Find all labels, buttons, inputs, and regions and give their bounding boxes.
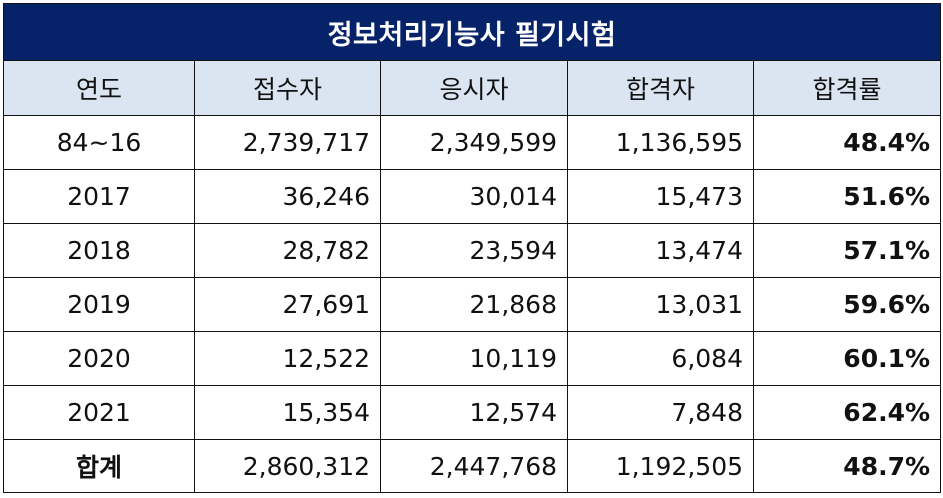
table-row: 2021 15,354 12,574 7,848 62.4% xyxy=(3,385,942,440)
table-row: 2019 27,691 21,868 13,031 59.6% xyxy=(3,277,942,332)
cell-examinees: 10,119 xyxy=(380,331,568,386)
cell-year: 2017 xyxy=(3,169,195,224)
cell-pass-rate: 51.6% xyxy=(752,169,942,224)
cell-applicants: 15,354 xyxy=(194,385,381,440)
table-row: 2018 28,782 23,594 13,474 57.1% xyxy=(3,223,942,278)
header-year: 연도 xyxy=(3,60,195,116)
total-passers: 1,192,505 xyxy=(567,439,754,493)
table-row: 84~16 2,739,717 2,349,599 1,136,595 48.4… xyxy=(3,115,942,170)
table-total-row: 합계 2,860,312 2,447,768 1,192,505 48.7% xyxy=(3,439,942,493)
cell-applicants: 36,246 xyxy=(194,169,381,224)
exam-stats-table-container: 정보처리기능사 필기시험 연도 접수자 응시자 합격자 합격률 84~16 2,… xyxy=(2,3,942,493)
cell-applicants: 27,691 xyxy=(194,277,381,332)
cell-passers: 7,848 xyxy=(567,385,754,440)
cell-year: 2021 xyxy=(3,385,195,440)
cell-examinees: 2,349,599 xyxy=(380,115,568,170)
header-passers: 합격자 xyxy=(567,60,754,116)
cell-passers: 13,031 xyxy=(567,277,754,332)
cell-passers: 6,084 xyxy=(567,331,754,386)
total-examinees: 2,447,768 xyxy=(380,439,568,493)
exam-stats-table: 정보처리기능사 필기시험 연도 접수자 응시자 합격자 합격률 84~16 2,… xyxy=(2,3,942,493)
total-applicants: 2,860,312 xyxy=(194,439,381,493)
cell-pass-rate: 48.4% xyxy=(752,115,942,170)
table-row: 2017 36,246 30,014 15,473 51.6% xyxy=(3,169,942,224)
cell-pass-rate: 62.4% xyxy=(752,385,942,440)
header-applicants: 접수자 xyxy=(194,60,381,116)
cell-examinees: 30,014 xyxy=(380,169,568,224)
total-label: 합계 xyxy=(3,439,195,493)
cell-pass-rate: 60.1% xyxy=(752,331,942,386)
cell-applicants: 2,739,717 xyxy=(194,115,381,170)
cell-passers: 13,474 xyxy=(567,223,754,278)
cell-year: 2019 xyxy=(3,277,195,332)
cell-examinees: 21,868 xyxy=(380,277,568,332)
cell-year: 2018 xyxy=(3,223,195,278)
cell-examinees: 12,574 xyxy=(380,385,568,440)
cell-year: 2020 xyxy=(3,331,195,386)
table-header-row: 연도 접수자 응시자 합격자 합격률 xyxy=(3,60,942,116)
table-title-row: 정보처리기능사 필기시험 xyxy=(2,3,942,61)
cell-applicants: 12,522 xyxy=(194,331,381,386)
cell-year: 84~16 xyxy=(3,115,195,170)
table-title: 정보처리기능사 필기시험 xyxy=(2,3,942,61)
cell-pass-rate: 57.1% xyxy=(752,223,942,278)
cell-passers: 1,136,595 xyxy=(567,115,754,170)
cell-applicants: 28,782 xyxy=(194,223,381,278)
header-examinees: 응시자 xyxy=(380,60,568,116)
cell-passers: 15,473 xyxy=(567,169,754,224)
cell-examinees: 23,594 xyxy=(380,223,568,278)
header-pass-rate: 합격률 xyxy=(752,60,942,116)
cell-pass-rate: 59.6% xyxy=(752,277,942,332)
table-row: 2020 12,522 10,119 6,084 60.1% xyxy=(3,331,942,386)
total-pass-rate: 48.7% xyxy=(752,439,942,493)
